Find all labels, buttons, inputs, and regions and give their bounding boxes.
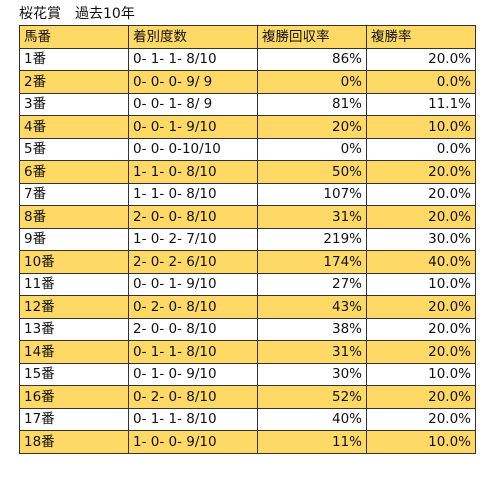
cell-return-rate: 107% xyxy=(257,182,367,206)
cell-record: 0- 0- 1- 8/ 9 xyxy=(128,92,258,116)
cell-gate: 8番 xyxy=(19,205,129,229)
cell-record: 1- 0- 0- 9/10 xyxy=(128,430,258,454)
table-row: 7番 1- 1- 0- 8/10 107% 20.0% xyxy=(19,182,476,206)
cell-gate: 2番 xyxy=(19,70,129,94)
cell-place-rate: 10.0% xyxy=(366,430,476,454)
cell-place-rate: 0.0% xyxy=(366,137,476,161)
cell-record: 1- 0- 2- 7/10 xyxy=(128,227,258,251)
cell-place-rate: 20.0% xyxy=(366,47,476,71)
cell-gate: 13番 xyxy=(19,317,129,341)
table-row: 13番 2- 0- 0- 8/10 38% 20.0% xyxy=(19,317,476,341)
cell-return-rate: 50% xyxy=(257,160,367,184)
table-row: 15番 0- 1- 0- 9/10 30% 10.0% xyxy=(19,362,476,386)
cell-record: 0- 0- 0-10/10 xyxy=(128,137,258,161)
cell-return-rate: 0% xyxy=(257,137,367,161)
table-row: 18番 1- 0- 0- 9/10 11% 10.0% xyxy=(19,430,476,454)
cell-place-rate: 11.1% xyxy=(366,92,476,116)
cell-gate: 3番 xyxy=(19,92,129,116)
header-place-rate: 複勝率 xyxy=(366,25,476,49)
cell-gate: 10番 xyxy=(19,250,129,274)
cell-place-rate: 40.0% xyxy=(366,250,476,274)
table-row: 1番 0- 1- 1- 8/10 86% 20.0% xyxy=(19,47,476,71)
cell-place-rate: 20.0% xyxy=(366,182,476,206)
cell-record: 0- 0- 0- 9/ 9 xyxy=(128,70,258,94)
cell-record: 0- 1- 1- 8/10 xyxy=(128,340,258,364)
cell-return-rate: 31% xyxy=(257,340,367,364)
cell-return-rate: 81% xyxy=(257,92,367,116)
cell-record: 0- 0- 1- 9/10 xyxy=(128,272,258,296)
table-header-row: 馬番 着別度数 複勝回収率 複勝率 xyxy=(19,25,476,49)
cell-record: 0- 0- 1- 9/10 xyxy=(128,115,258,139)
cell-place-rate: 20.0% xyxy=(366,340,476,364)
cell-return-rate: 27% xyxy=(257,272,367,296)
cell-return-rate: 31% xyxy=(257,205,367,229)
cell-gate: 1番 xyxy=(19,47,129,71)
header-gate: 馬番 xyxy=(19,25,129,49)
cell-record: 0- 2- 0- 8/10 xyxy=(128,295,258,319)
cell-place-rate: 10.0% xyxy=(366,362,476,386)
cell-return-rate: 30% xyxy=(257,362,367,386)
cell-return-rate: 86% xyxy=(257,47,367,71)
cell-record: 2- 0- 2- 6/10 xyxy=(128,250,258,274)
cell-return-rate: 38% xyxy=(257,317,367,341)
cell-record: 1- 1- 0- 8/10 xyxy=(128,182,258,206)
cell-place-rate: 20.0% xyxy=(366,205,476,229)
cell-record: 0- 1- 0- 9/10 xyxy=(128,362,258,386)
cell-gate: 12番 xyxy=(19,295,129,319)
cell-gate: 14番 xyxy=(19,340,129,364)
cell-gate: 6番 xyxy=(19,160,129,184)
table-row: 16番 0- 2- 0- 8/10 52% 20.0% xyxy=(19,385,476,409)
cell-place-rate: 0.0% xyxy=(366,70,476,94)
cell-return-rate: 20% xyxy=(257,115,367,139)
cell-place-rate: 20.0% xyxy=(366,385,476,409)
cell-record: 1- 1- 0- 8/10 xyxy=(128,160,258,184)
cell-record: 0- 1- 1- 8/10 xyxy=(128,407,258,431)
table-row: 12番 0- 2- 0- 8/10 43% 20.0% xyxy=(19,295,476,319)
cell-place-rate: 30.0% xyxy=(366,227,476,251)
table-row: 11番 0- 0- 1- 9/10 27% 10.0% xyxy=(19,272,476,296)
cell-return-rate: 43% xyxy=(257,295,367,319)
table-row: 5番 0- 0- 0-10/10 0% 0.0% xyxy=(19,137,476,161)
table-body: 1番 0- 1- 1- 8/10 86% 20.0% 2番 0- 0- 0- 9/ 9 0%… xyxy=(19,47,476,454)
cell-return-rate: 52% xyxy=(257,385,367,409)
cell-return-rate: 0% xyxy=(257,70,367,94)
table-row: 4番 0- 0- 1- 9/10 20% 10.0% xyxy=(19,115,476,139)
table-row: 2番 0- 0- 0- 9/ 9 0% 0.0% xyxy=(19,70,476,94)
cell-return-rate: 11% xyxy=(257,430,367,454)
cell-gate: 5番 xyxy=(19,137,129,161)
cell-gate: 17番 xyxy=(19,407,129,431)
cell-gate: 11番 xyxy=(19,272,129,296)
cell-gate: 16番 xyxy=(19,385,129,409)
table-row: 8番 2- 0- 0- 8/10 31% 20.0% xyxy=(19,205,476,229)
header-return-rate: 複勝回収率 xyxy=(257,25,367,49)
table-row: 17番 0- 1- 1- 8/10 40% 20.0% xyxy=(19,407,476,431)
cell-gate: 7番 xyxy=(19,182,129,206)
stats-table: 馬番 着別度数 複勝回収率 複勝率 1番 0- 1- 1- 8/10 86% 20.0… xyxy=(19,25,476,454)
cell-return-rate: 40% xyxy=(257,407,367,431)
cell-place-rate: 20.0% xyxy=(366,317,476,341)
cell-return-rate: 219% xyxy=(257,227,367,251)
table-row: 9番 1- 0- 2- 7/10 219% 30.0% xyxy=(19,227,476,251)
cell-return-rate: 174% xyxy=(257,250,367,274)
page-title: 桜花賞 過去10年 xyxy=(19,6,135,22)
cell-place-rate: 20.0% xyxy=(366,407,476,431)
cell-gate: 4番 xyxy=(19,115,129,139)
cell-record: 2- 0- 0- 8/10 xyxy=(128,205,258,229)
cell-gate: 18番 xyxy=(19,430,129,454)
cell-record: 0- 1- 1- 8/10 xyxy=(128,47,258,71)
table-row: 6番 1- 1- 0- 8/10 50% 20.0% xyxy=(19,160,476,184)
cell-record: 2- 0- 0- 8/10 xyxy=(128,317,258,341)
cell-place-rate: 20.0% xyxy=(366,295,476,319)
table-row: 14番 0- 1- 1- 8/10 31% 20.0% xyxy=(19,340,476,364)
cell-gate: 15番 xyxy=(19,362,129,386)
cell-place-rate: 10.0% xyxy=(366,272,476,296)
table-row: 3番 0- 0- 1- 8/ 9 81% 11.1% xyxy=(19,92,476,116)
header-record: 着別度数 xyxy=(128,25,258,49)
cell-place-rate: 20.0% xyxy=(366,160,476,184)
cell-place-rate: 10.0% xyxy=(366,115,476,139)
cell-gate: 9番 xyxy=(19,227,129,251)
cell-record: 0- 2- 0- 8/10 xyxy=(128,385,258,409)
table-row: 10番 2- 0- 2- 6/10 174% 40.0% xyxy=(19,250,476,274)
